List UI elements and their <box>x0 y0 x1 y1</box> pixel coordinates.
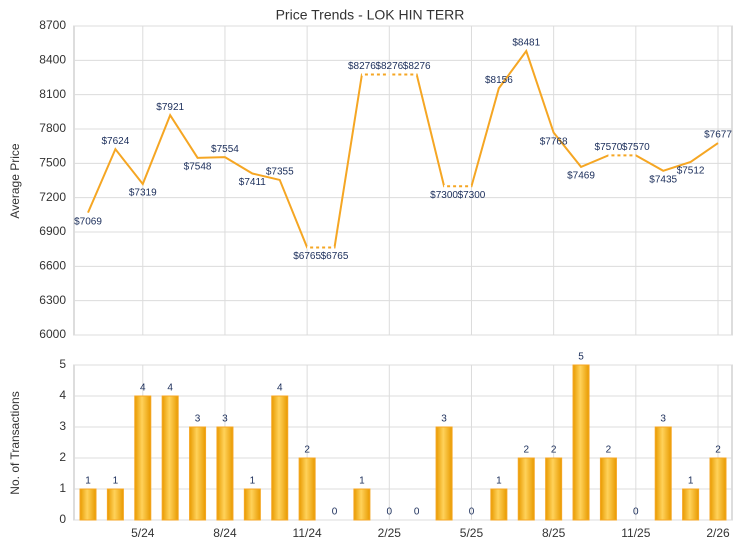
data-label: 2 <box>304 445 310 456</box>
data-label: 3 <box>441 414 447 425</box>
bar <box>517 457 535 521</box>
bar <box>79 488 97 521</box>
bar <box>271 395 289 521</box>
y-tick-label: 4 <box>59 388 66 402</box>
bar <box>243 488 261 521</box>
data-label: 3 <box>195 414 201 425</box>
bar <box>298 457 316 521</box>
bar <box>682 488 700 521</box>
data-label: $8276 <box>375 61 403 72</box>
data-label: 0 <box>414 507 420 518</box>
x-tick-label: 11/25 <box>621 526 650 540</box>
data-label: 2 <box>551 445 557 456</box>
bar <box>161 395 179 521</box>
data-label: 2 <box>606 445 612 456</box>
bar <box>106 488 124 521</box>
data-label: $8276 <box>403 61 431 72</box>
bar <box>490 488 508 521</box>
y-tick-label: 5 <box>59 357 66 371</box>
data-label: $8481 <box>512 38 540 49</box>
chart-title: Price Trends - LOK HIN TERR <box>276 7 465 23</box>
y-tick-label: 8400 <box>39 53 66 67</box>
data-label: 3 <box>660 414 666 425</box>
data-label: $7570 <box>622 142 650 153</box>
bar <box>572 364 590 521</box>
data-label: 1 <box>359 476 365 487</box>
bar <box>654 426 672 521</box>
data-label: $7300 <box>430 190 458 201</box>
y-axis-title: No. of Transactions <box>8 391 22 494</box>
data-label: 4 <box>140 383 146 394</box>
bar <box>134 395 152 521</box>
data-label: $7512 <box>677 166 705 177</box>
data-label: 4 <box>167 383 173 394</box>
data-label: $7469 <box>567 171 595 182</box>
data-label: 1 <box>85 476 91 487</box>
y-tick-label: 0 <box>59 512 66 526</box>
data-label: $7435 <box>649 174 677 185</box>
data-label: $7624 <box>101 136 129 147</box>
plot-area <box>73 25 733 336</box>
x-tick-label: 5/24 <box>131 526 155 540</box>
y-tick-label: 7500 <box>39 156 66 170</box>
data-label: $7570 <box>595 142 623 153</box>
bar <box>353 488 371 521</box>
data-label: $7921 <box>156 102 184 113</box>
bar <box>545 457 563 521</box>
y-tick-label: 6600 <box>39 259 66 273</box>
y-tick-label: 8700 <box>39 18 66 32</box>
y-tick-label: 8100 <box>39 87 66 101</box>
data-label: 0 <box>633 507 639 518</box>
data-label: 0 <box>387 507 393 518</box>
data-label: $7554 <box>211 144 239 155</box>
x-tick-label: 2/26 <box>706 526 730 540</box>
data-label: $7768 <box>540 136 568 147</box>
data-label: $7411 <box>239 177 267 188</box>
data-label: $6765 <box>321 251 349 262</box>
data-label: 1 <box>250 476 256 487</box>
x-tick-label: 8/25 <box>542 526 566 540</box>
x-tick-label: 5/25 <box>460 526 484 540</box>
x-tick-label: 8/24 <box>213 526 237 540</box>
data-label: $6765 <box>293 251 321 262</box>
data-label: $7300 <box>458 190 486 201</box>
y-tick-label: 1 <box>59 481 66 495</box>
y-tick-label: 3 <box>59 419 66 433</box>
bar <box>599 457 617 521</box>
data-label: 0 <box>469 507 475 518</box>
data-label: 2 <box>523 445 529 456</box>
y-tick-label: 7800 <box>39 121 66 135</box>
data-label: $7319 <box>129 188 157 199</box>
data-label: 1 <box>688 476 694 487</box>
y-tick-label: 6900 <box>39 224 66 238</box>
y-tick-label: 7200 <box>39 190 66 204</box>
bar <box>709 457 727 521</box>
y-axis-title: Average Price <box>8 143 22 218</box>
data-label: 1 <box>496 476 502 487</box>
bar <box>189 426 207 521</box>
data-label: $8276 <box>348 61 376 72</box>
x-tick-label: 2/25 <box>378 526 402 540</box>
y-tick-label: 6000 <box>39 327 66 341</box>
y-tick-label: 6300 <box>39 293 66 307</box>
data-label: 4 <box>277 383 283 394</box>
data-label: $7069 <box>74 216 102 227</box>
data-label: $7355 <box>266 167 294 178</box>
data-label: 5 <box>578 352 584 363</box>
data-label: 2 <box>715 445 721 456</box>
y-tick-label: 2 <box>59 450 66 464</box>
data-label: 3 <box>222 414 228 425</box>
bar <box>216 426 234 521</box>
x-tick-label: 11/24 <box>293 526 322 540</box>
data-label: $8156 <box>485 75 513 86</box>
data-label: $7548 <box>184 161 212 172</box>
data-label: 0 <box>332 507 338 518</box>
bar <box>435 426 453 521</box>
data-label: 1 <box>113 476 119 487</box>
data-label: $7677 <box>704 130 732 141</box>
